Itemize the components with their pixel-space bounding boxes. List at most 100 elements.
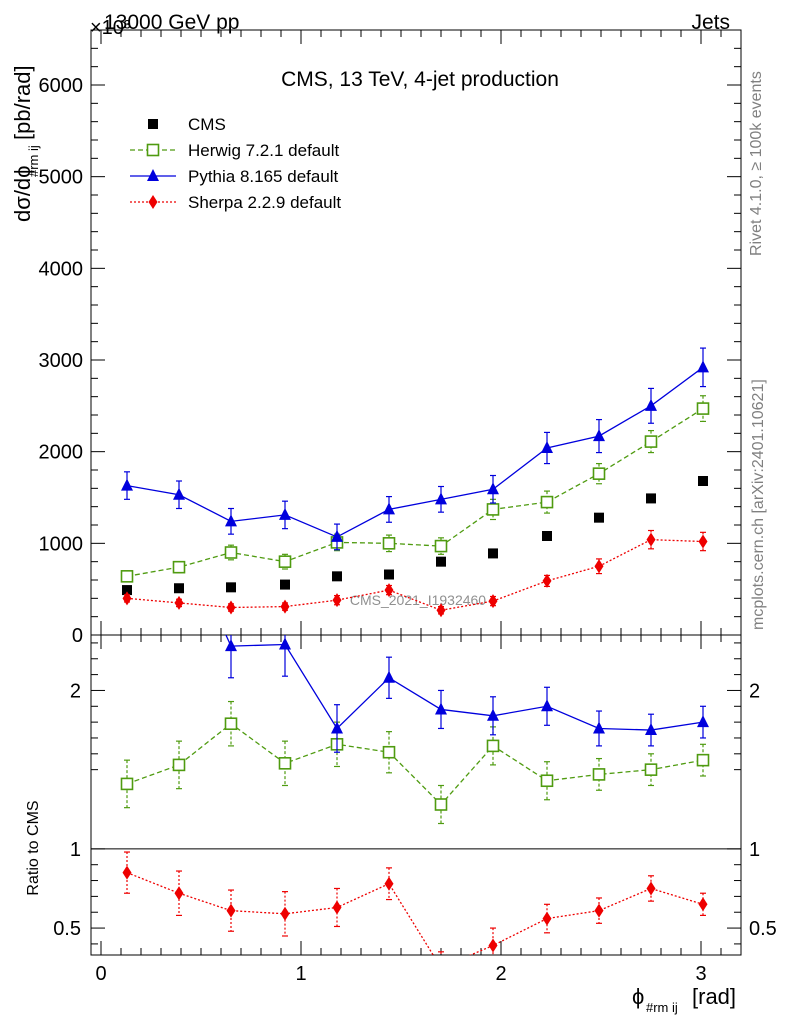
analysis-watermark: CMS_2021_I1932460 (350, 592, 486, 608)
cms-main-point (542, 531, 552, 541)
sherpa-ratio-point (488, 938, 498, 953)
pythia-main-point (435, 492, 447, 505)
cms-main-point (384, 569, 394, 580)
pythia-main-point (487, 482, 499, 495)
sherpa-ratio-point (280, 906, 290, 921)
legend: CMS Herwig 7.2.1 default Pythia 8.165 defa… (130, 115, 341, 212)
ratio-sherpa-line (126, 872, 704, 955)
herwig-main-point (540, 495, 554, 509)
pythia-ratio-point (487, 708, 499, 721)
main-y-tick-label: 1000 (39, 533, 84, 555)
x-tick-label: 0 (95, 963, 106, 985)
x-label-text: ϕ (632, 984, 644, 1009)
cms-legend-marker (148, 119, 158, 129)
pythia-ratio-point (383, 670, 395, 683)
pythia-main-point (645, 398, 657, 411)
herwig-main-point (382, 537, 396, 550)
main-y-label-sub: #rm ij (26, 145, 41, 177)
sherpa-main-point (226, 600, 236, 615)
pythia-main-point (541, 441, 553, 453)
pythia-legend-marker (147, 169, 159, 181)
pythia-main-point (593, 429, 605, 442)
cms-main-point (488, 548, 498, 559)
ratio-data-layer (120, 525, 710, 975)
sherpa-ratio-point (646, 881, 656, 896)
x-label-units: [rad] (692, 984, 736, 1009)
pythia-main-point (225, 514, 237, 527)
pythia-main-point (331, 529, 343, 542)
herwig-ratio-point (540, 774, 554, 788)
herwig-ratio-point (224, 717, 238, 731)
sherpa-ratio-point (174, 886, 184, 901)
main-y-tick-label: 5000 (39, 167, 84, 189)
cms-main-point (646, 493, 656, 504)
sherpa-ratio-point (698, 897, 708, 912)
ratio-panel-frame (90, 634, 742, 956)
herwig-main-point (434, 539, 448, 553)
rivet-version-label: Rivet 4.1.0, ≥ 100k events (748, 71, 765, 256)
cms-main-point (280, 579, 290, 590)
sherpa-main-point (174, 595, 184, 610)
pythia-main-point (383, 502, 395, 515)
legend-entry-sherpa: Sherpa 2.2.9 default (130, 193, 341, 212)
pythia-ratio-point (279, 637, 291, 650)
sherpa-ratio-point (122, 865, 132, 880)
pythia-ratio-point (697, 715, 709, 728)
sherpa-ratio-point (542, 911, 552, 926)
cms-main-point (698, 476, 708, 486)
x-tick-label: 2 (495, 963, 506, 985)
main-y-tick-label: 4000 (39, 258, 84, 280)
pythia-ratio-point (331, 721, 343, 734)
herwig-main-point (278, 555, 292, 568)
pythia-ratio-point (645, 723, 657, 736)
herwig-ratio-point (644, 763, 658, 776)
sherpa-main-point (542, 573, 552, 588)
sherpa-main-point (488, 594, 498, 609)
legend-entry-pythia: Pythia 8.165 default (130, 167, 339, 186)
cms-main-point (122, 585, 132, 596)
chart-title: CMS, 13 TeV, 4-jet production (281, 68, 559, 91)
ratio-y-tick-label: 0.5 (53, 918, 81, 940)
ratio-y-tick-label-right: 1 (749, 839, 760, 861)
legend-label-herwig: Herwig 7.2.1 default (188, 141, 339, 160)
herwig-main-point (172, 560, 186, 574)
sherpa-ratio-point (437, 961, 446, 975)
herwig-main-point (486, 503, 500, 516)
ratio-pythia-line (225, 635, 704, 731)
herwig-ratio-point (434, 798, 448, 811)
sherpa-main-point (280, 599, 290, 614)
main-data-layer (120, 347, 710, 618)
x-tick-label: 1 (295, 963, 306, 985)
pythia-ratio-point (173, 525, 185, 537)
herwig-ratio-point (172, 758, 186, 772)
sherpa-main-point (122, 591, 132, 606)
ratio-herwig-line (126, 722, 704, 806)
sherpa-main-point (646, 532, 656, 547)
pythia-main-point (173, 487, 185, 500)
pythia-main-point (121, 478, 133, 491)
pythia-main-point (279, 507, 291, 520)
pythia-main-point (697, 360, 709, 373)
pythia-ratio-point (225, 639, 237, 652)
sherpa-legend-marker (148, 195, 158, 209)
main-y-axis-label: dσ/dϕ #rm ij [pb/rad] (10, 65, 41, 222)
sherpa-main-point (332, 593, 342, 608)
sherpa-main-point (698, 534, 708, 549)
cms-main-point (332, 571, 342, 582)
ratio-y-tick-label: 1 (70, 839, 81, 861)
ratio-y-tick-label: 2 (70, 680, 81, 702)
main-y-tick-label: 0 (72, 625, 83, 647)
pythia-ratio-point (593, 721, 605, 734)
main-y-label-units: [pb/rad] (10, 65, 35, 140)
herwig-main-point (696, 402, 710, 415)
y-multiplier-label: ×10³ (90, 17, 131, 39)
herwig-ratio-point (382, 745, 396, 759)
herwig-ratio-point (592, 768, 606, 781)
main-y-label-text: dσ/dϕ (10, 166, 35, 222)
herwig-main-point (120, 570, 134, 583)
main-y-tick-label: 3000 (39, 350, 84, 372)
herwig-legend-marker (146, 143, 160, 157)
legend-entry-herwig: Herwig 7.2.1 default (130, 141, 339, 160)
herwig-main-point (592, 467, 606, 480)
